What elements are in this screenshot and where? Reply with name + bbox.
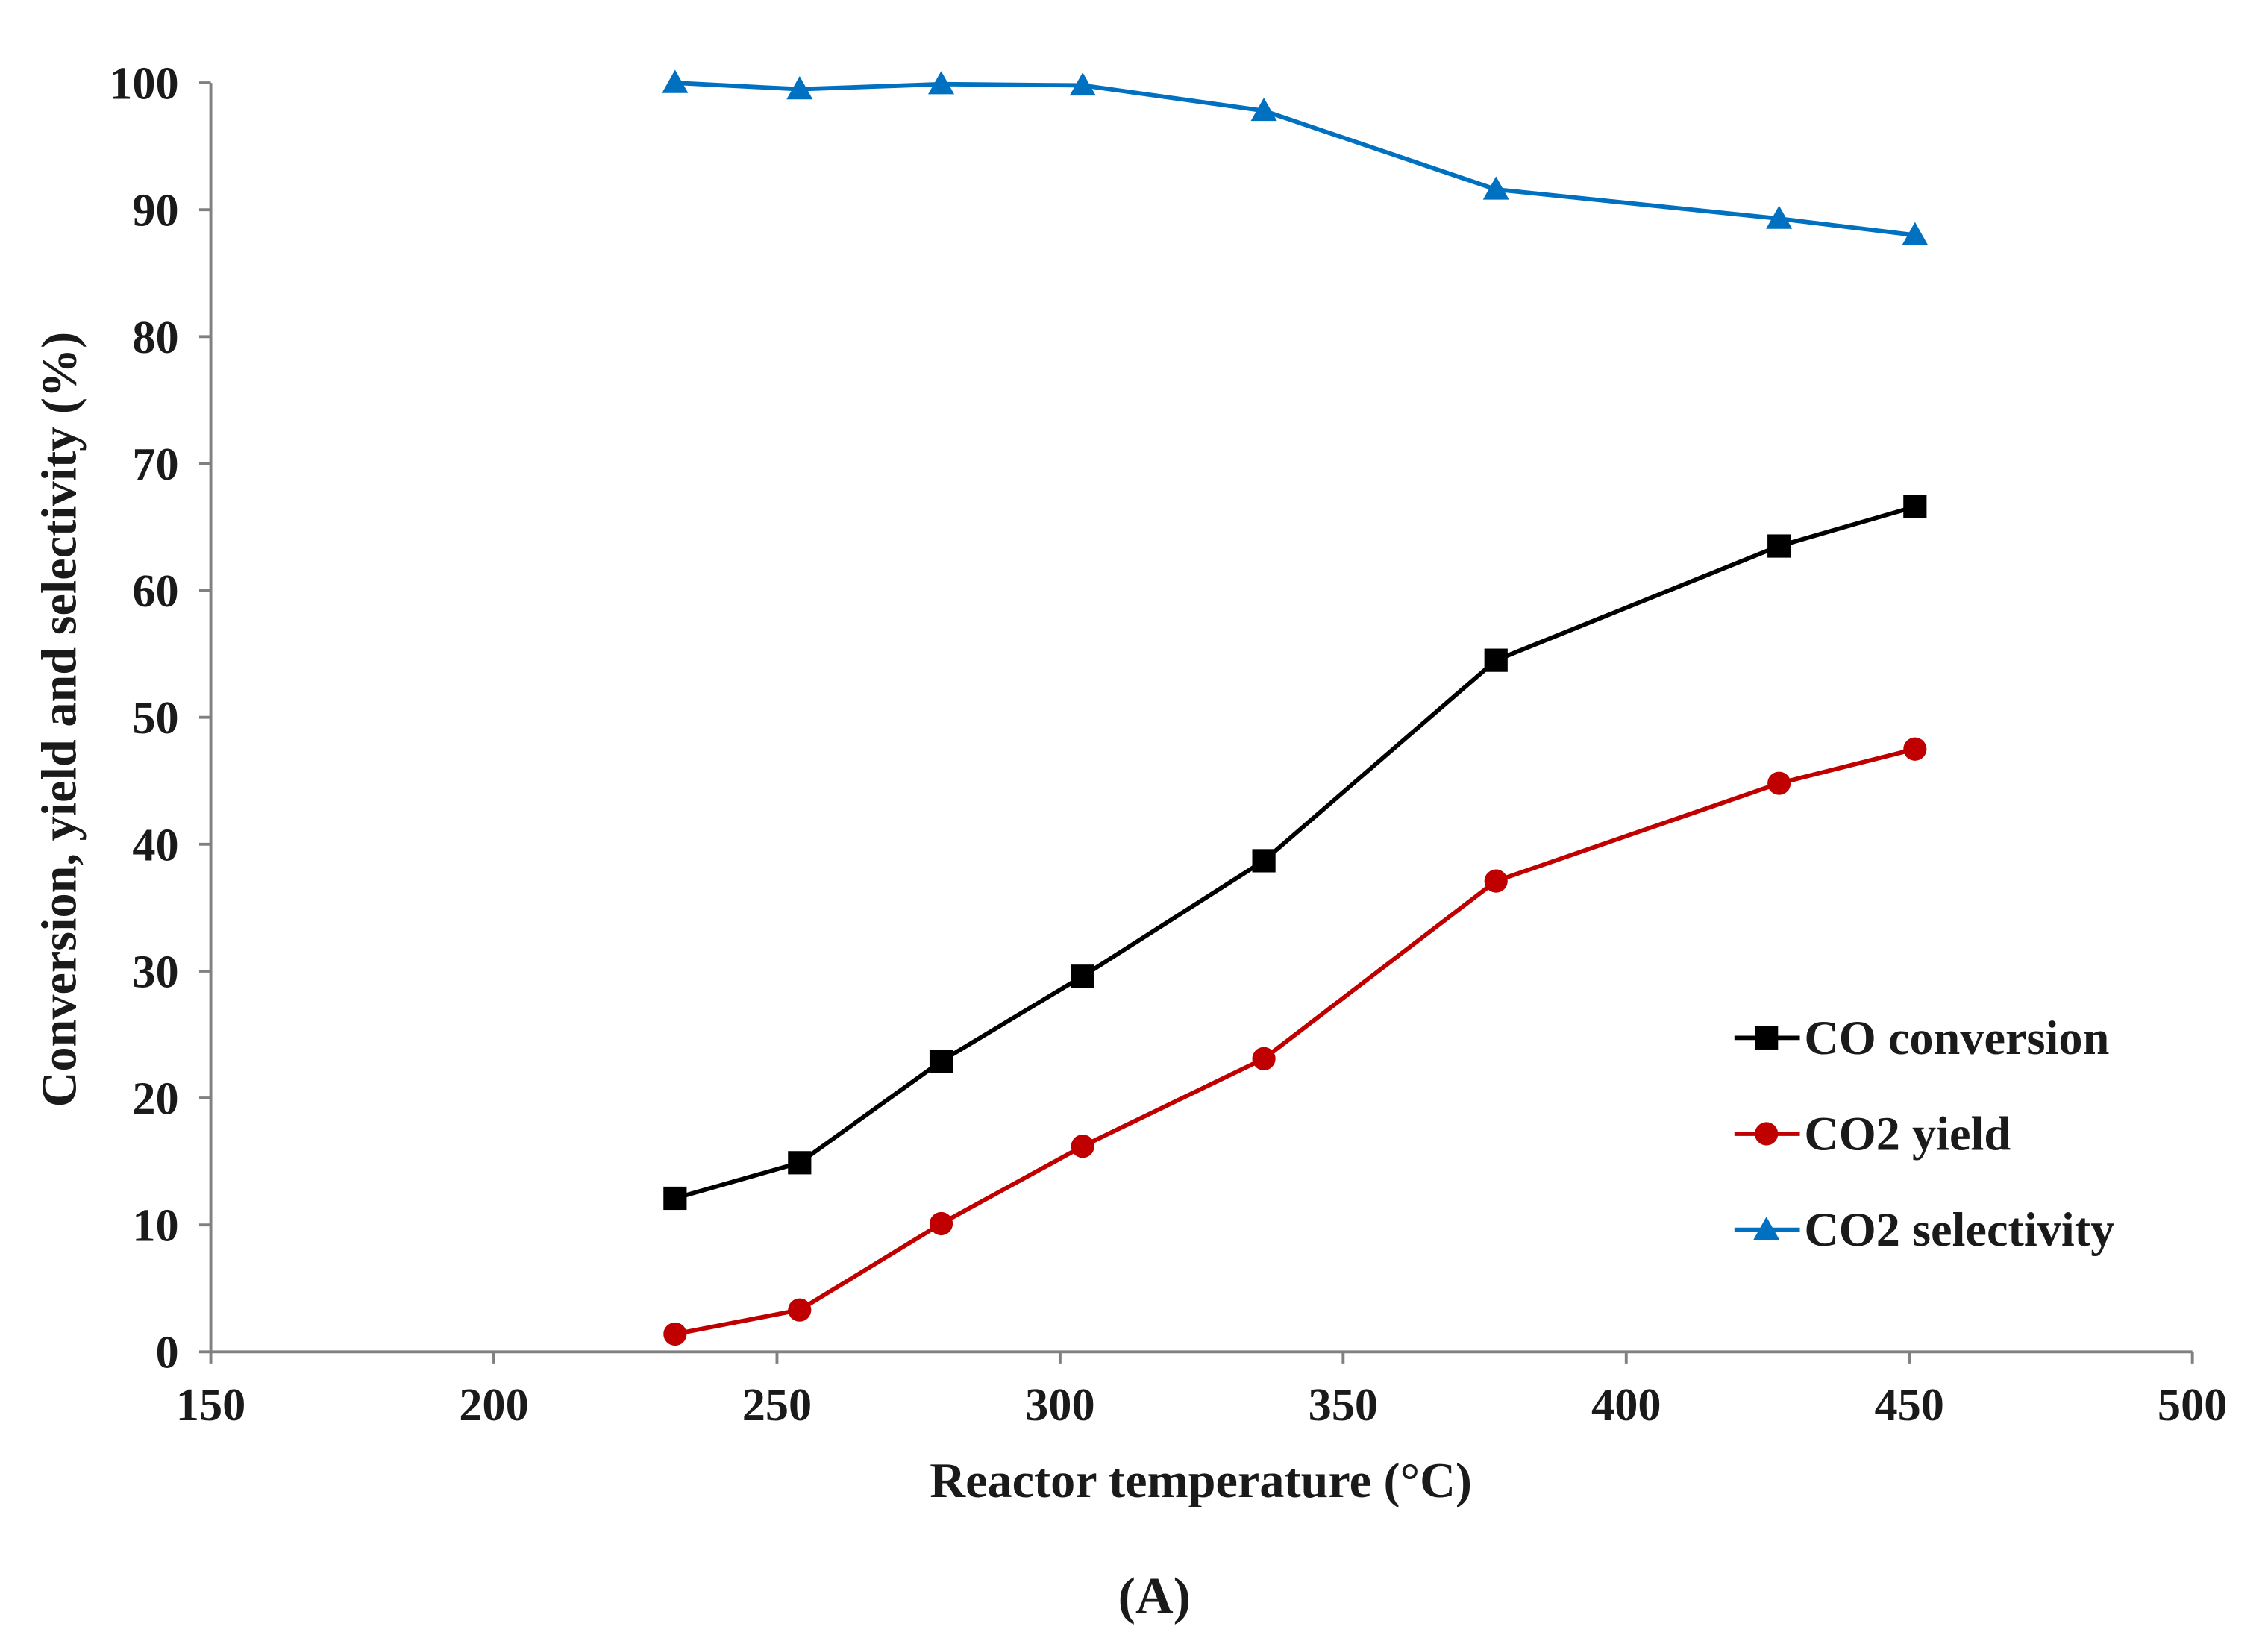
- panel-label: (A): [1118, 1567, 1191, 1625]
- data-point: [1902, 222, 1929, 245]
- x-tick-label: 500: [2158, 1379, 2228, 1431]
- data-point: [1484, 869, 1508, 893]
- data-point: [786, 76, 813, 100]
- axes: 150 200 250 300 350 400 450 500 0 10 20 30 40 50 60 70 8…: [109, 58, 2227, 1431]
- data-point: [1484, 648, 1508, 672]
- series-group: [662, 69, 1929, 1346]
- series-line: [674, 504, 1916, 1201]
- y-tick-label: 40: [132, 819, 178, 870]
- x-axis-label: Reactor temperature (°C): [930, 1454, 1472, 1508]
- x-tick-label: 400: [1591, 1379, 1661, 1431]
- data-point: [1252, 849, 1276, 873]
- x-tick-label: 200: [459, 1379, 529, 1431]
- legend-item: CO conversion: [1734, 1011, 2109, 1064]
- data-point: [1767, 534, 1791, 558]
- data-point: [1482, 176, 1509, 200]
- data-point: [1767, 771, 1791, 795]
- x-tick-label: 300: [1025, 1379, 1095, 1431]
- legend-marker: [1755, 1026, 1779, 1050]
- legend-label: CO conversion: [1804, 1011, 2109, 1064]
- data-point: [1069, 72, 1096, 96]
- x-tick-label: 450: [1874, 1379, 1944, 1431]
- y-tick-label: 30: [132, 946, 178, 997]
- data-point: [1071, 964, 1094, 988]
- legend-marker: [1753, 1217, 1780, 1240]
- legend-label: CO2 selectivity: [1804, 1203, 2114, 1256]
- data-point: [929, 1211, 953, 1236]
- y-tick-label: 90: [132, 185, 178, 236]
- y-tick-label: 80: [132, 312, 178, 363]
- y-tick-label: 100: [109, 58, 179, 110]
- y-tick-label: 70: [132, 439, 178, 490]
- series-line: [674, 747, 1916, 1337]
- data-point: [1071, 1135, 1094, 1158]
- legend-item: CO2 selectivity: [1734, 1203, 2114, 1256]
- data-point: [788, 1151, 812, 1175]
- legend-item: CO2 yield: [1734, 1107, 2011, 1160]
- data-point: [1252, 1047, 1276, 1070]
- legend-marker: [1755, 1122, 1779, 1146]
- y-axis-label: Conversion, yield and selectivity (%): [32, 332, 87, 1108]
- series-line: [674, 81, 1916, 238]
- series-co2-selectivity: [662, 69, 1929, 245]
- legend: CO conversion CO2 yield CO2 selectivity: [1734, 1011, 2114, 1256]
- y-tick-label: 0: [156, 1327, 179, 1378]
- data-point: [663, 1186, 687, 1211]
- x-tick-label: 150: [176, 1379, 246, 1431]
- data-point: [1766, 205, 1793, 229]
- x-tick-label: 350: [1309, 1379, 1379, 1431]
- legend-label: CO2 yield: [1804, 1107, 2011, 1160]
- data-point: [1250, 97, 1277, 122]
- y-tick-label: 50: [132, 692, 178, 744]
- data-point: [663, 1322, 687, 1346]
- series-co2-yield: [663, 737, 1927, 1346]
- y-tick-label: 10: [132, 1200, 178, 1252]
- data-point: [929, 1050, 953, 1073]
- y-tick-label: 60: [132, 565, 178, 617]
- data-point: [788, 1298, 812, 1322]
- y-tick-label: 20: [132, 1073, 178, 1124]
- x-tick-label: 250: [742, 1379, 812, 1431]
- series-co-conversion: [663, 495, 1927, 1211]
- data-point: [662, 69, 689, 93]
- data-point: [1903, 495, 1927, 518]
- data-point: [1903, 737, 1927, 761]
- data-point: [927, 71, 955, 95]
